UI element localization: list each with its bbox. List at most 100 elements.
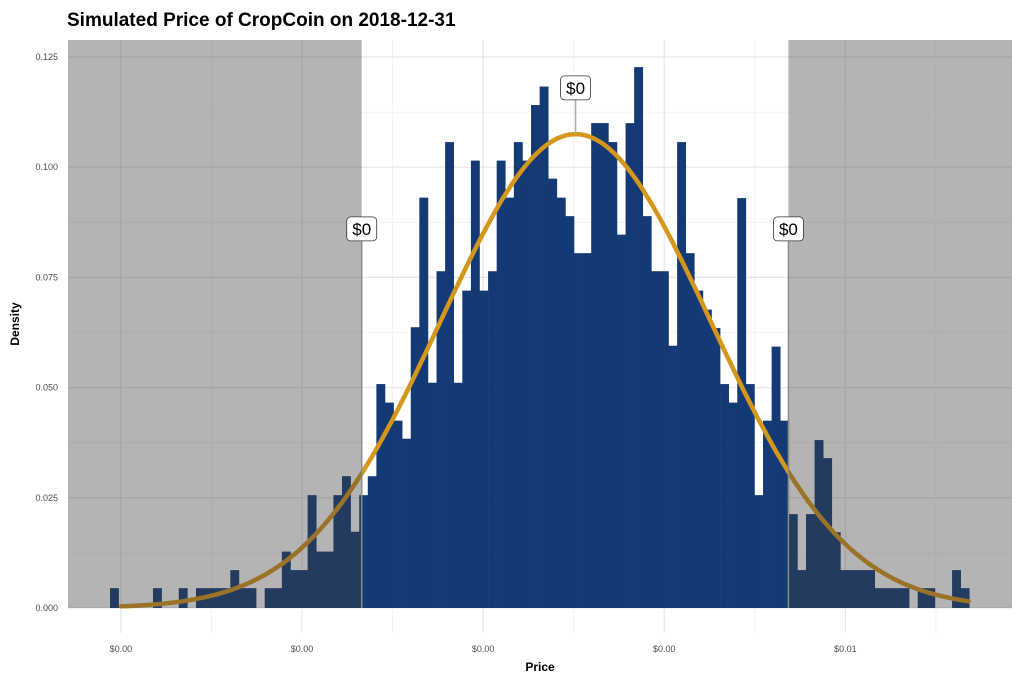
histogram-bar — [788, 514, 798, 608]
histogram-bar — [238, 588, 248, 608]
histogram-bar — [763, 420, 772, 608]
histogram-bar — [556, 197, 566, 608]
histogram-bar — [488, 271, 497, 608]
histogram-bar — [737, 198, 747, 608]
histogram-bar — [711, 328, 721, 608]
histogram-bar — [427, 382, 437, 608]
y-tick-label: 0.025 — [35, 493, 58, 503]
annotations: $0 $0 $0 — [346, 75, 804, 608]
histogram-bar — [152, 588, 162, 608]
histogram-bar — [513, 142, 523, 608]
x-tick-label: $0.01 — [834, 644, 857, 654]
annotation-box — [773, 216, 804, 242]
histogram-bar — [857, 570, 867, 608]
annotation-box — [560, 75, 591, 101]
histogram-bar — [462, 290, 472, 608]
histogram-bar — [350, 531, 360, 608]
histogram-bar — [470, 160, 480, 608]
histogram-bar — [745, 384, 755, 608]
histogram-bar — [110, 588, 119, 608]
histogram-bar — [659, 271, 669, 608]
histogram-bar — [247, 588, 257, 608]
histogram-bar — [316, 551, 326, 608]
y-tick-label: 0.125 — [35, 52, 58, 62]
histogram-bar — [281, 551, 291, 608]
histogram-bar — [376, 384, 386, 608]
x-tick-label: $0.00 — [110, 644, 133, 654]
histogram-bar — [874, 588, 884, 608]
histogram-bar — [213, 588, 223, 608]
histogram-bar — [591, 123, 601, 609]
histogram-bar — [694, 290, 704, 608]
histogram-bar — [419, 197, 429, 608]
histogram-bar — [582, 253, 592, 608]
x-tick-label: $0.00 — [653, 644, 676, 654]
histogram-bar — [848, 570, 858, 608]
histogram-bar — [608, 142, 618, 608]
histogram-bar — [840, 570, 850, 608]
histogram-bar — [651, 271, 661, 608]
histogram-bar — [178, 588, 188, 608]
histogram-bar — [960, 588, 970, 608]
histogram-bar — [307, 495, 317, 608]
histogram-bar — [634, 67, 644, 608]
x-tick-label: $0.00 — [472, 644, 495, 654]
histogram-bar — [823, 458, 833, 608]
histogram-bar — [771, 346, 781, 608]
histogram-bar — [505, 197, 515, 608]
histogram-bar — [531, 105, 540, 608]
shaded-tail-regions — [68, 40, 1012, 608]
histogram-bar — [290, 570, 300, 608]
histogram-bar — [720, 384, 729, 608]
y-axis-ticks: 0.000 0.025 0.050 0.075 0.100 0.125 — [35, 52, 58, 613]
normal-density-curve — [118, 131, 971, 609]
y-tick-label: 0.000 — [35, 603, 58, 613]
histogram-bar — [797, 570, 807, 608]
histogram-bar — [402, 438, 412, 608]
histogram-bar — [264, 588, 274, 608]
histogram-bar — [479, 290, 489, 608]
histogram-bar — [410, 327, 420, 608]
histogram-bar — [677, 142, 687, 608]
histogram-bar — [806, 514, 815, 608]
annotation-label: $0 — [779, 220, 798, 239]
histogram-bar — [221, 588, 231, 608]
histogram-bar — [642, 216, 652, 609]
histogram-bar — [926, 588, 936, 608]
histogram-bar — [754, 495, 764, 608]
histogram-bar — [900, 588, 910, 608]
y-tick-label: 0.050 — [35, 383, 58, 393]
histogram-bar — [367, 476, 377, 608]
histogram-bar — [668, 345, 678, 608]
annotation-box — [346, 216, 378, 242]
histogram-bar — [599, 123, 609, 609]
histogram-bar — [814, 440, 824, 608]
x-axis-label: Price — [525, 660, 555, 674]
histogram-bar — [866, 570, 876, 608]
shaded-region — [68, 40, 362, 608]
histogram-bar — [574, 253, 583, 608]
histogram-bar — [831, 532, 841, 608]
histogram-bar — [625, 123, 635, 609]
histogram-bar — [342, 476, 351, 608]
histogram-bar — [539, 86, 549, 609]
histogram-bar — [324, 551, 334, 608]
y-tick-label: 0.075 — [35, 272, 58, 282]
y-axis-label: Density — [8, 302, 22, 346]
chart-title: Simulated Price of CropCoin on 2018-12-3… — [67, 10, 456, 31]
histogram-bar — [702, 309, 712, 608]
histogram-bar — [393, 420, 403, 608]
y-tick-label: 0.100 — [35, 162, 58, 172]
histogram-bars — [110, 67, 970, 609]
histogram-bar — [891, 588, 901, 608]
histogram-bar — [565, 216, 575, 609]
histogram-bar — [780, 420, 790, 608]
histogram-bar — [548, 178, 558, 608]
annotation-label: $0 — [566, 79, 585, 98]
histogram-bar — [616, 234, 626, 608]
histogram-bar — [883, 588, 893, 608]
histogram-bar — [917, 588, 927, 608]
histogram-bar — [453, 382, 463, 608]
histogram-bar — [496, 160, 506, 608]
